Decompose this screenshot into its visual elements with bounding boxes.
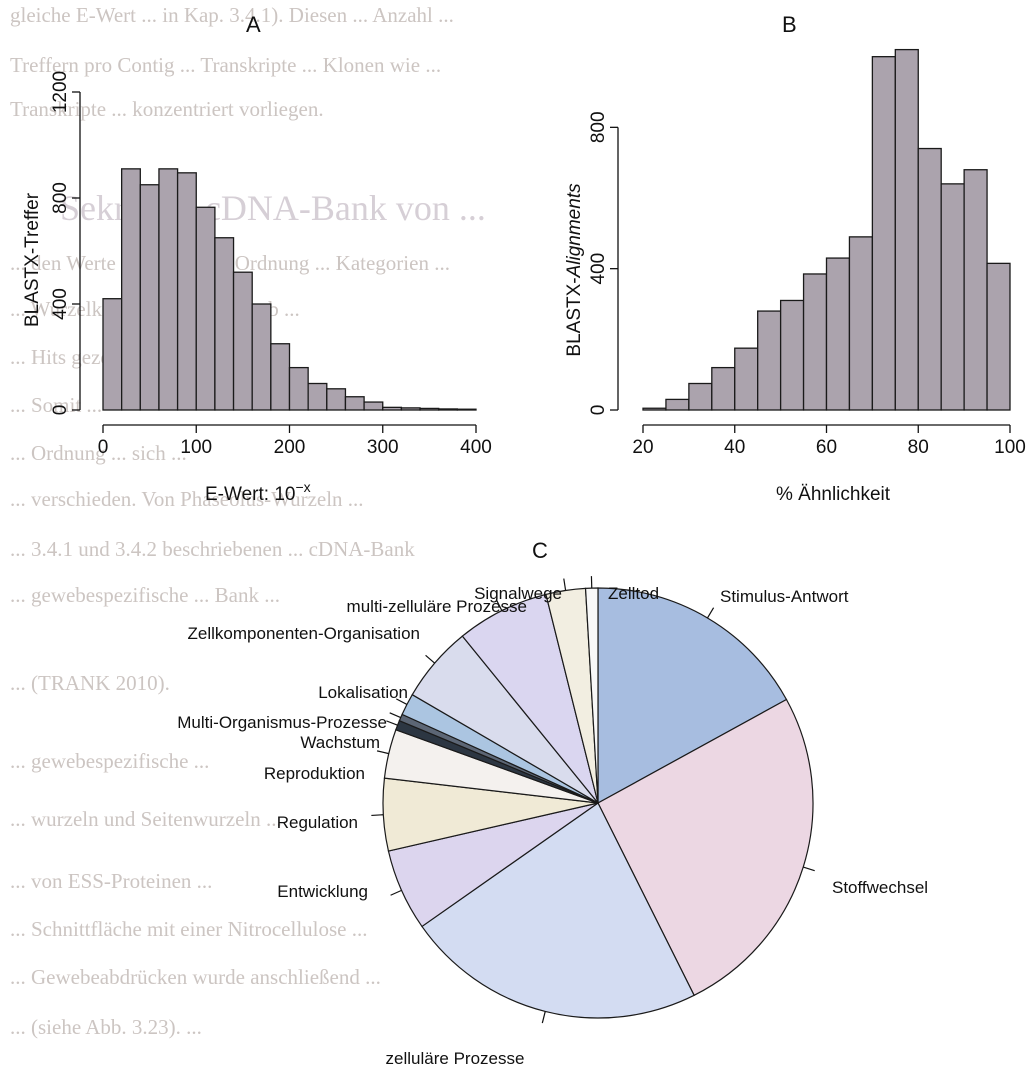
x-tick-label: 400 — [460, 437, 492, 458]
pie-leader-line — [425, 654, 436, 664]
pie-slice-label: zelluläre Prozesse — [386, 1049, 525, 1068]
pie-leader-line — [386, 720, 398, 726]
histogram-bar — [214, 237, 235, 411]
histogram-bar — [400, 407, 421, 411]
y-tick-label: 1200 — [50, 71, 71, 113]
histogram-bar — [917, 147, 942, 411]
histogram-panel-a: A BLASTX-Treffer E-Wert: 10−x 0 400 800 120… — [22, 12, 492, 505]
histogram-bar — [940, 183, 965, 411]
pie-leader-line — [371, 814, 384, 817]
histogram-bar — [711, 366, 736, 411]
histogram-bar — [344, 396, 365, 411]
histogram-bar — [871, 56, 896, 411]
pie-leader-line — [390, 889, 402, 896]
pie-slice-label: Lokalisation — [318, 683, 408, 702]
histogram-bar — [363, 401, 384, 411]
pie-leader-line — [563, 578, 567, 591]
y-tick-label: 0 — [588, 405, 609, 416]
pie-slice-label: Wachstum — [300, 733, 380, 752]
histogram-bar — [642, 407, 667, 411]
y-tick-label: 800 — [588, 111, 609, 143]
panel-c-letter: C — [532, 538, 548, 563]
pie-panel-c: C Stimulus-Antwort Stoffwechsel zelluläre … — [177, 538, 928, 1068]
histogram-panel-b: B BLASTX-Alignments % Ähnlichkeit 0 400 80… — [564, 12, 1026, 505]
histogram-bar — [963, 169, 988, 411]
y-tick-label: 400 — [588, 253, 609, 285]
histogram-bar — [456, 408, 477, 411]
histogram-bar — [802, 273, 828, 411]
histogram-bar — [176, 172, 197, 411]
x-tick-label: 20 — [632, 437, 653, 458]
histogram-bar — [688, 382, 713, 411]
y-tick-label: 800 — [50, 182, 71, 214]
panel-b-ylabel: BLASTX-Alignments — [564, 183, 585, 357]
x-tick-label: 200 — [274, 437, 306, 458]
pie-leader-line — [706, 607, 715, 619]
histogram-bar — [757, 310, 782, 411]
pie-slice-label: Zelltod — [608, 584, 659, 603]
x-tick-label: 300 — [367, 437, 399, 458]
histogram-bar — [251, 303, 272, 411]
panel-a-xlabel-prefix: E-Wert: 10−x — [205, 479, 311, 505]
histogram-bar — [779, 299, 805, 411]
pie-leader-line — [395, 698, 408, 705]
pie-leader-line — [803, 866, 815, 872]
x-tick-label: 0 — [98, 437, 109, 458]
histogram-bar — [382, 406, 403, 411]
x-tick-label: 80 — [908, 437, 929, 458]
histogram-bar — [288, 366, 309, 411]
histogram-bar — [326, 388, 347, 411]
pie-leader-line — [389, 712, 401, 719]
x-tick-label: 100 — [180, 437, 212, 458]
pie-slice — [597, 698, 814, 997]
histogram-bar — [894, 48, 919, 411]
histogram-bar — [121, 168, 141, 411]
histogram-bar — [438, 408, 459, 411]
x-tick-label: 100 — [994, 437, 1026, 458]
pie-slice — [421, 802, 695, 1019]
panel-b-letter: B — [782, 12, 797, 37]
panel-b-xlabel: % Ähnlichkeit — [776, 484, 891, 505]
histogram-bar — [665, 398, 690, 411]
pie-leader-line — [376, 750, 389, 755]
pie-slice-label: Reproduktion — [264, 764, 365, 783]
histogram-bar — [848, 236, 874, 411]
pie-leader-line — [541, 1011, 546, 1024]
y-tick-label: 0 — [50, 405, 71, 416]
pie-slice — [597, 587, 788, 805]
histogram-bar — [734, 347, 759, 411]
histogram-bar — [158, 168, 179, 411]
pie-slice-label: Regulation — [277, 813, 358, 832]
y-tick-label: 400 — [50, 288, 71, 320]
histogram-bar — [825, 257, 851, 411]
pie-slice-label: Multi-Organismus-Prozesse — [177, 713, 387, 732]
pie-slice-label: Entwicklung — [277, 882, 368, 901]
x-tick-label: 40 — [724, 437, 745, 458]
histogram-bar — [307, 382, 328, 411]
pie-slice-label: Stoffwechsel — [832, 878, 928, 897]
histogram-bar — [986, 262, 1011, 411]
pie-slice — [584, 587, 599, 804]
pie-slice-label: Stimulus-Antwort — [720, 587, 849, 606]
panel-a-ylabel: BLASTX-Treffer — [22, 192, 43, 327]
histogram-bar — [139, 184, 160, 411]
histogram-bar — [102, 298, 123, 411]
pie-slice-label: Zellkomponenten-Organisation — [188, 624, 420, 643]
x-tick-label: 60 — [816, 437, 837, 458]
histogram-bar — [195, 206, 216, 411]
pie-slice-label: Signalwege — [474, 584, 562, 603]
pie-leader-line — [495, 599, 503, 611]
histogram-bar — [232, 271, 253, 411]
histogram-bar — [270, 343, 291, 411]
histogram-bar — [419, 407, 440, 411]
panel-a-letter: A — [246, 12, 261, 37]
pie-slice-label: multi-zelluläre Prozesse — [347, 597, 527, 616]
